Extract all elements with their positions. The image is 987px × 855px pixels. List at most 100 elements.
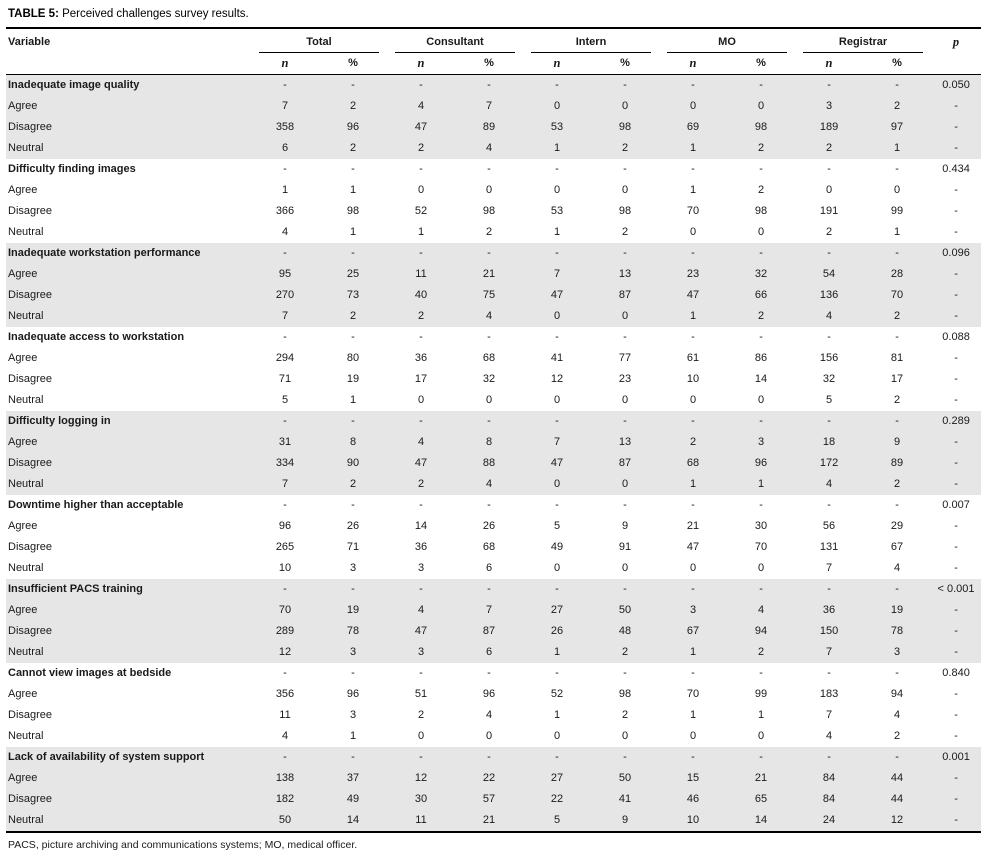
value-cell: 0: [485, 729, 493, 742]
response-label-cell: Neutral: [6, 473, 251, 495]
value-cell: 0: [591, 473, 660, 495]
value-cell: -: [863, 242, 932, 264]
p-value-cell: -: [931, 599, 982, 621]
value-cell: 47: [523, 284, 592, 306]
value-cell: 2: [757, 183, 765, 196]
value-cell: 0: [621, 183, 629, 196]
table-number-label: TABLE 5:: [8, 8, 59, 20]
column-group-intern: Intern: [523, 29, 659, 53]
value-cell: 29: [890, 519, 904, 532]
variable-cell: Inadequate workstation performance: [6, 242, 251, 264]
value-cell: 289: [251, 620, 319, 642]
value-cell: -: [623, 498, 627, 511]
value-cell: 4: [893, 561, 901, 574]
value-cell: 1: [659, 641, 728, 663]
value-cell: 4: [281, 225, 289, 238]
value-cell: 94: [890, 687, 904, 700]
value-cell: 44: [863, 788, 932, 810]
value-cell: -: [387, 410, 455, 432]
value-cell: -: [419, 330, 423, 343]
response-label-cell: Neutral: [8, 225, 44, 238]
value-cell: -: [419, 666, 423, 679]
value-cell: -: [827, 162, 831, 175]
p-value-cell: -: [954, 351, 958, 364]
p-value-cell: -: [931, 305, 982, 327]
response-row: Agree 138 37 12 22 27 50 15 21 84 44-: [6, 767, 982, 789]
p-value-cell: 0.007: [942, 498, 970, 511]
value-cell: -: [795, 242, 864, 264]
response-row: Neutral 4 1 1 2 1 2 0 0 2 1 -: [6, 222, 981, 243]
value-cell: -: [659, 746, 728, 768]
value-cell: 78: [319, 620, 387, 642]
value-cell: 3: [319, 641, 387, 663]
value-cell: 2: [659, 431, 728, 453]
value-cell: 56: [822, 519, 836, 532]
value-cell: 4: [281, 729, 289, 742]
value-cell: 1: [349, 225, 357, 238]
value-cell: 1: [659, 473, 728, 495]
value-cell: 334: [251, 452, 319, 474]
response-row: Agree 294 80 36 68 41 77 61 86 156 81 -: [6, 348, 981, 369]
value-cell: 7: [795, 641, 864, 663]
value-cell: 25: [319, 263, 387, 285]
section-header-row: Difficulty logging in - - - - - - - - - -0.289: [6, 410, 982, 432]
value-cell: -: [863, 410, 932, 432]
value-cell: 6: [251, 137, 319, 159]
value-cell: -: [623, 330, 627, 343]
response-row: Neutral 7 2 2 4 0 0 1 1 4 2-: [6, 473, 982, 495]
value-cell: -: [795, 578, 864, 600]
value-cell: 0: [553, 393, 561, 406]
value-cell: -: [759, 498, 763, 511]
value-cell: 1: [417, 225, 425, 238]
value-cell: 84: [795, 788, 864, 810]
survey-results-table: Variable Total Consultant Intern MO Regi…: [6, 29, 982, 833]
p-value-cell: -: [931, 767, 982, 789]
response-row: Disagree 270 73 40 75 47 87 47 66 136 70-: [6, 284, 982, 306]
value-cell: 2: [795, 137, 864, 159]
value-cell: 156: [819, 351, 839, 364]
variable-cell: Inadequate access to workstation: [8, 330, 185, 343]
value-cell: 1: [893, 225, 901, 238]
value-cell: 5: [553, 519, 561, 532]
value-cell: 36: [414, 540, 428, 553]
p-label: p: [952, 35, 960, 49]
value-cell: -: [555, 666, 559, 679]
value-cell: 2: [893, 393, 901, 406]
value-cell: 67: [890, 540, 904, 553]
response-label-cell: Neutral: [6, 809, 251, 833]
p-value-cell: < 0.001: [931, 578, 982, 600]
value-cell: 61: [686, 351, 700, 364]
value-cell: 2: [387, 137, 455, 159]
p-value-cell: -: [954, 519, 958, 532]
response-label-cell: Agree: [8, 519, 38, 532]
value-cell: 75: [455, 284, 524, 306]
value-cell: 53: [550, 204, 564, 217]
value-cell: 189: [795, 116, 864, 138]
value-cell: 1: [281, 183, 289, 196]
value-cell: -: [591, 242, 660, 264]
value-cell: 0: [689, 393, 697, 406]
value-cell: 0: [523, 473, 592, 495]
value-cell: -: [863, 74, 932, 96]
value-cell: 10: [659, 809, 728, 833]
value-cell: -: [591, 746, 660, 768]
value-cell: 32: [482, 372, 496, 385]
subheader-pct-intern: %: [591, 53, 660, 75]
value-cell: 12: [863, 809, 932, 833]
value-cell: -: [895, 666, 899, 679]
column-header-p: p: [931, 29, 982, 75]
p-value-cell: -: [954, 183, 958, 196]
subheader-n-mo: n: [659, 53, 728, 75]
p-value-cell: -: [931, 116, 982, 138]
value-cell: 182: [251, 788, 319, 810]
value-cell: -: [591, 410, 660, 432]
value-cell: 9: [621, 519, 629, 532]
value-cell: -: [283, 330, 287, 343]
value-cell: 2: [387, 473, 455, 495]
table-title: TABLE 5: Perceived challenges survey res…: [6, 0, 981, 29]
value-cell: 0: [553, 561, 561, 574]
value-cell: 0: [553, 183, 561, 196]
p-value-cell: 0.840: [942, 666, 970, 679]
value-cell: -: [387, 746, 455, 768]
response-label-cell: Disagree: [8, 708, 53, 721]
